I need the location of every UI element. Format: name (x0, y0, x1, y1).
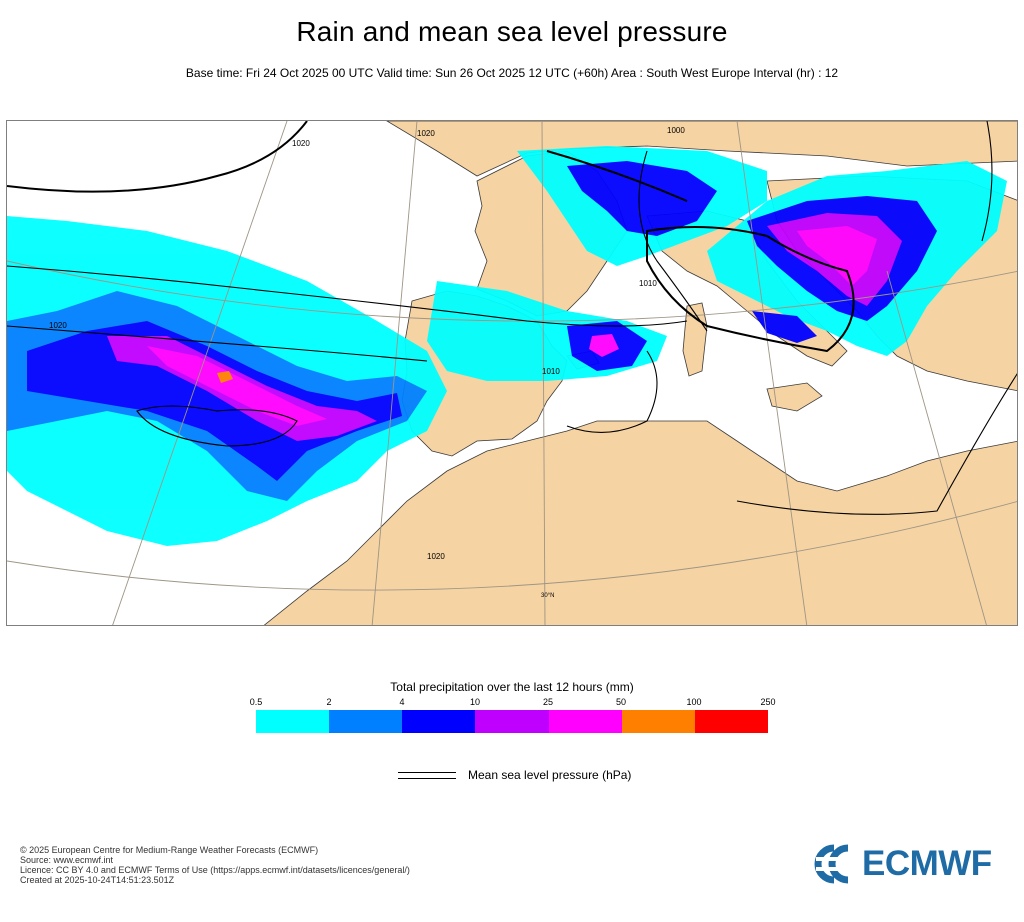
scale-tick: 50 (615, 697, 627, 707)
ecmwf-logo-text: ECMWF (862, 844, 992, 883)
precip-atlantic-peak (147, 346, 327, 426)
chart-title: Rain and mean sea level pressure (296, 16, 728, 47)
isobar-north-1020 (7, 121, 308, 193)
credit-line: Source: www.ecmwf.int (20, 855, 114, 865)
precip-westmed-core (589, 334, 619, 357)
precip-france-heavy (567, 161, 717, 236)
meridian-east-far (886, 270, 987, 625)
north-land (386, 121, 1017, 177)
scale-tick: 4 (399, 697, 405, 707)
scale-swatch-3 (402, 710, 476, 733)
ecmwf-logo[interactable]: ECMWF (812, 844, 1012, 884)
meridian-center (541, 121, 546, 625)
isobar-atlantic-low (136, 405, 298, 447)
contour-label-4: 1010 (639, 279, 657, 288)
scale-swatch-5 (548, 710, 622, 733)
sicily-land (766, 382, 823, 412)
meridian-east (736, 121, 808, 625)
isobar-north-tail (981, 121, 993, 242)
isobar-north-africa (736, 373, 1017, 515)
precip-atlantic-max (217, 371, 233, 383)
contour-label-1: 1020 (49, 321, 67, 330)
scale-tick: 2 (326, 697, 332, 707)
isobar-ridge (7, 325, 428, 362)
msl-legend: Mean sea level pressure (hPa) (398, 768, 658, 784)
parallel-north (7, 260, 1017, 322)
contour-label-3: 1020 (417, 129, 435, 138)
scale-swatch-1 (256, 710, 330, 733)
precip-color-scale (256, 710, 768, 733)
map-canvas: 1020 1020 1020 1010 1000 1010 1020 30°N (7, 121, 1017, 625)
credits: © 2025 European Centre for Medium-Range … (20, 845, 410, 885)
forecast-map[interactable]: 1020 1020 1020 1010 1000 1010 1020 30°N (6, 120, 1018, 626)
contour-label-6: 1010 (542, 367, 560, 376)
meridian-west-far (112, 121, 288, 625)
credit-line: © 2025 European Centre for Medium-Range … (20, 845, 319, 855)
msl-line-sample (398, 772, 456, 773)
scale-tick: 25 (542, 697, 554, 707)
isobar-algeria (566, 350, 658, 433)
isobar-1010 (638, 150, 708, 332)
meridian-west (371, 121, 418, 625)
isobar-france-low (546, 150, 688, 202)
north-africa-land (263, 420, 1017, 625)
contour-label-5: 1000 (667, 126, 685, 135)
isobars (7, 121, 1017, 515)
contour-label-7: 1020 (427, 552, 445, 561)
scale-swatch-2 (329, 710, 403, 733)
scale-swatch-4 (475, 710, 549, 733)
msl-legend-label: Mean sea level pressure (hPa) (468, 768, 632, 782)
graticule (7, 121, 1017, 625)
scale-tick: 100 (686, 697, 702, 707)
contour-labels: 1020 1020 1020 1010 1000 1010 1020 30°N (49, 126, 685, 599)
contour-label-2: 1020 (292, 139, 310, 148)
credit-line: Licence: CC BY 4.0 and ECMWF Terms of Us… (20, 865, 410, 875)
precip-legend-title: Total precipitation over the last 12 hou… (390, 680, 634, 694)
scale-swatch-7 (694, 710, 768, 733)
precip-italy-south (752, 311, 817, 343)
scale-swatch-6 (621, 710, 695, 733)
chart-subtitle: Base time: Fri 24 Oct 2025 00 UTC Valid … (185, 66, 839, 80)
precip-layer (7, 146, 1007, 546)
precip-balkans-peak (797, 226, 877, 286)
scale-tick: 10 (469, 697, 481, 707)
scale-tick: 250 (760, 697, 776, 707)
credit-line: Created at 2025-10-24T14:51:23.501Z (20, 875, 175, 885)
isobar-med-low (646, 226, 855, 353)
ecmwf-emblem-icon (814, 844, 856, 884)
msl-line-sample (398, 778, 456, 779)
parallel-30n (7, 501, 1017, 591)
latitude-label: 30°N (541, 593, 554, 599)
scale-tick: 0.5 (249, 697, 263, 707)
isobar-west-1020 (7, 265, 688, 327)
